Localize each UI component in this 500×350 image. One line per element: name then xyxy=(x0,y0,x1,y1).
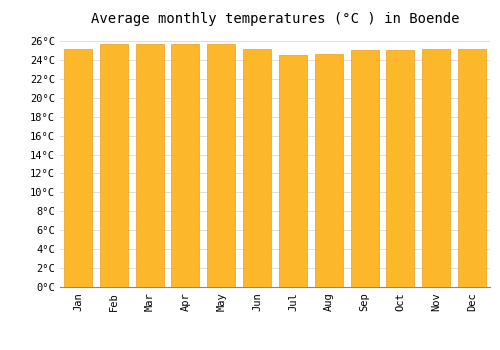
Bar xyxy=(279,55,307,287)
Bar xyxy=(458,49,486,287)
Bar xyxy=(243,49,271,287)
Bar xyxy=(172,44,200,287)
Bar xyxy=(208,44,235,287)
Bar xyxy=(386,50,414,287)
Bar xyxy=(64,49,92,287)
Bar xyxy=(136,44,164,287)
Bar xyxy=(315,54,342,287)
Bar xyxy=(422,49,450,287)
Title: Average monthly temperatures (°C ) in Boende: Average monthly temperatures (°C ) in Bo… xyxy=(91,12,459,26)
Bar xyxy=(100,44,128,287)
Bar xyxy=(350,50,378,287)
